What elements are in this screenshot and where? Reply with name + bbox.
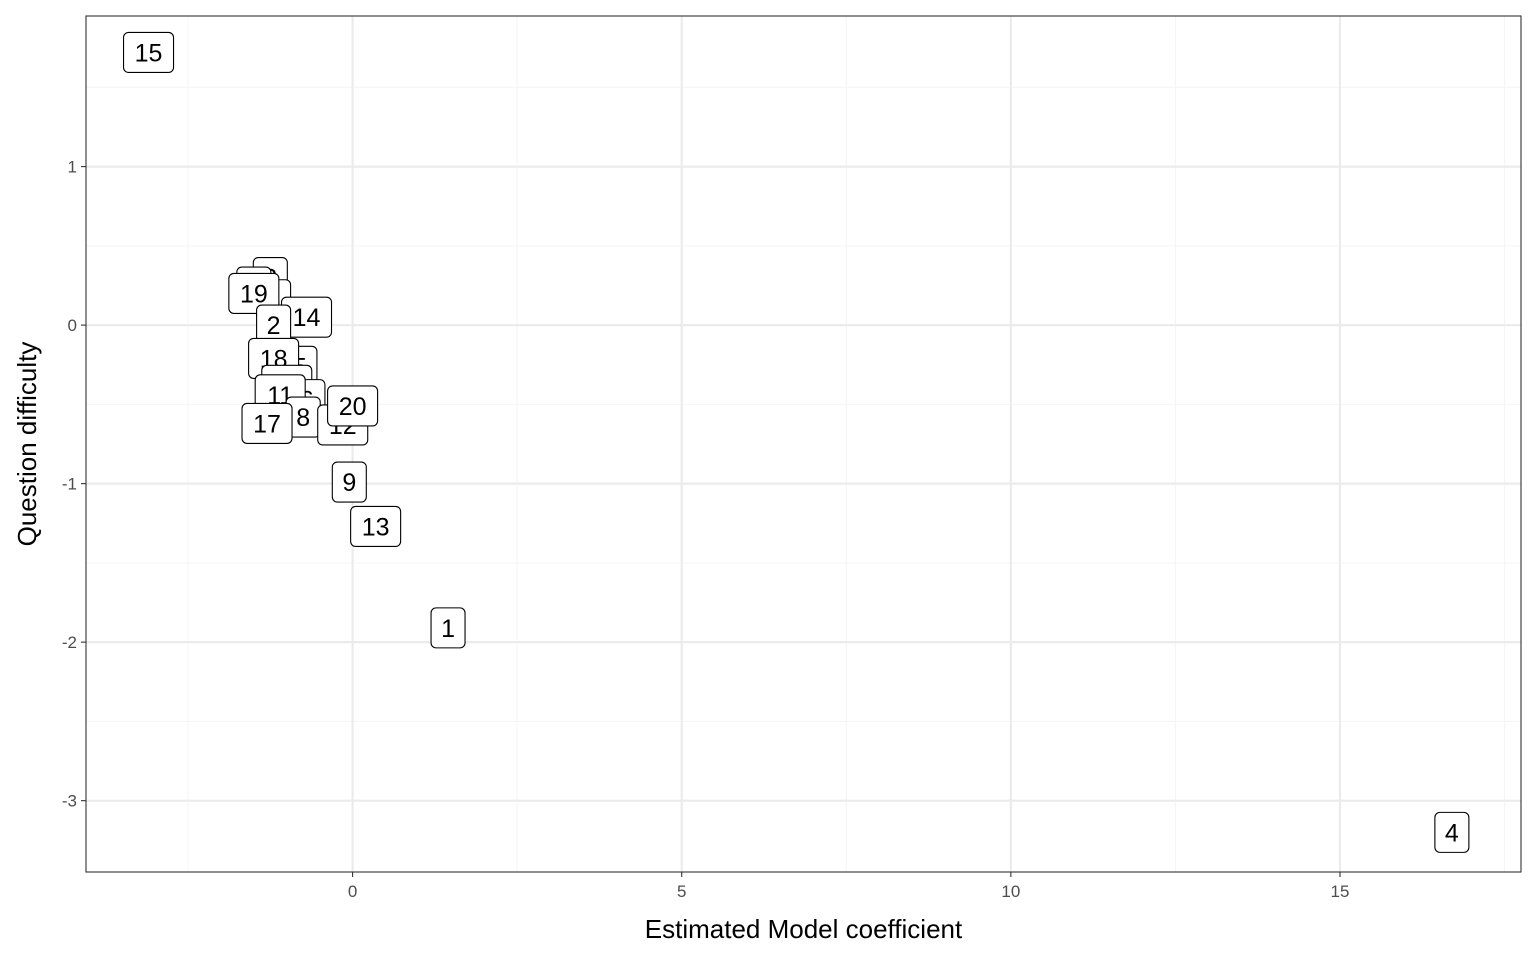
- point-label-text: 4: [1445, 819, 1459, 847]
- point-label-text: 17: [253, 410, 281, 438]
- point-label-text: 14: [293, 304, 321, 332]
- point-label-text: 19: [240, 280, 268, 308]
- point-label-box: [122, 31, 175, 74]
- point-label-text: 2: [267, 312, 281, 340]
- point-label-text: 8: [296, 404, 310, 432]
- point-label-13: 13: [350, 505, 402, 547]
- point-label-text: 13: [362, 513, 390, 541]
- y-tick-label: -2: [62, 633, 77, 652]
- point-label-text: 1: [441, 615, 455, 643]
- y-axis-title: Question difficulty: [12, 342, 42, 547]
- x-axis-title: Estimated Model coefficient: [645, 914, 963, 944]
- point-label-box: [327, 385, 379, 427]
- x-tick-label: 0: [348, 882, 357, 901]
- y-tick-label: -3: [62, 792, 77, 811]
- point-label-text: 20: [339, 393, 367, 421]
- point-label-text: 15: [135, 39, 163, 67]
- x-tick-label: 5: [677, 882, 686, 901]
- point-label-box: [350, 505, 402, 547]
- point-label-text: 9: [342, 469, 356, 497]
- points-layer: 1537619142518101611812201791314: [122, 31, 1470, 853]
- y-tick-label: 1: [68, 158, 77, 177]
- grid-layer: [86, 16, 1521, 872]
- point-label-box: [430, 607, 466, 649]
- panel-border: [85, 15, 1522, 873]
- point-label-9: 9: [331, 461, 367, 503]
- point-label-20: 20: [327, 385, 379, 427]
- point-label-19: 19: [228, 272, 280, 314]
- point-label-box: [228, 272, 280, 314]
- point-label-box: [331, 461, 367, 503]
- point-label-15: 15: [122, 31, 175, 74]
- point-label-box: [1434, 811, 1470, 853]
- point-label-box: [241, 402, 293, 444]
- axis-layer: 0 5 10 15 -3 -2 -1 0 1: [62, 158, 1350, 901]
- x-tick-label: 15: [1331, 882, 1350, 901]
- y-tick-label: 0: [68, 316, 77, 335]
- y-tick-label: -1: [62, 475, 77, 494]
- x-tick-label: 10: [1001, 882, 1020, 901]
- point-label-4: 4: [1434, 811, 1470, 853]
- point-label-1: 1: [430, 607, 466, 649]
- point-label-2: 2: [256, 304, 292, 346]
- point-label-17: 17: [241, 402, 293, 444]
